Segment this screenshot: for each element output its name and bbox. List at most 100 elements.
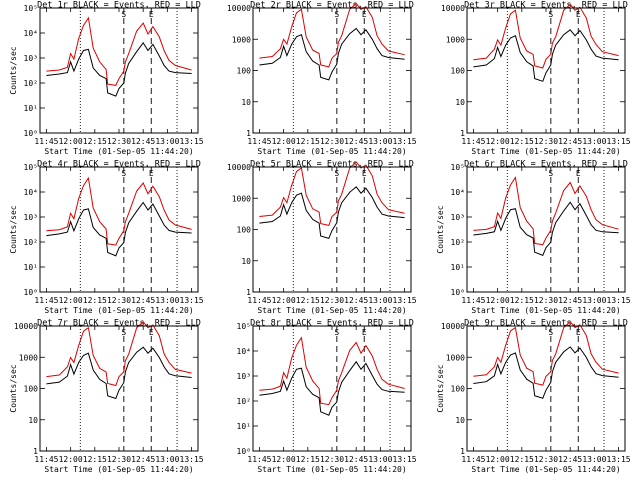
x-tick-label: 11:45: [34, 137, 58, 146]
x-tick-label: 12:00: [272, 455, 296, 464]
y-tick-label: 10: [28, 416, 38, 425]
x-tick-label: 13:00: [155, 296, 179, 305]
x-axis-label: Start Time (01-Sep-05 11:44:20): [44, 306, 193, 315]
x-tick-label: 11:45: [247, 137, 271, 146]
y-tick-label: 10⁴: [451, 188, 465, 197]
x-axis-label: Start Time (01-Sep-05 11:44:20): [471, 465, 620, 474]
y-tick-label: 10²: [24, 79, 38, 88]
series-lld: [473, 3, 619, 69]
y-tick-label: 1000: [446, 35, 465, 44]
x-axis-label: Start Time (01-Sep-05 11:44:20): [44, 147, 193, 156]
marker-e: E: [149, 169, 154, 178]
y-tick-label: 10²: [24, 238, 38, 247]
y-tick-label: 1: [460, 129, 465, 138]
series-events: [473, 201, 619, 257]
y-tick-label: 1: [460, 447, 465, 456]
marker-s: S: [121, 10, 126, 19]
x-tick-label: 11:45: [247, 296, 271, 305]
x-tick-label: 12:45: [558, 296, 582, 305]
series-events: [46, 201, 192, 257]
x-tick-label: 12:45: [131, 455, 155, 464]
y-tick-label: 10⁰: [24, 129, 38, 138]
x-tick-label: 13:00: [582, 455, 606, 464]
plot-frame: [39, 7, 199, 134]
x-tick-label: 12:30: [320, 137, 344, 146]
plot-frame: [252, 325, 412, 452]
series-events: [46, 346, 192, 400]
y-tick-label: 10000: [441, 322, 465, 331]
x-tick-label: 12:00: [272, 296, 296, 305]
y-tick-label: 10000: [227, 163, 251, 172]
marker-e: E: [362, 328, 367, 337]
marker-s: S: [121, 328, 126, 337]
x-tick-label: 12:15: [296, 137, 320, 146]
x-tick-label: 12:30: [534, 137, 558, 146]
y-tick-label: 10: [241, 98, 251, 107]
x-tick-label: 12:30: [534, 296, 558, 305]
y-tick-label: 1: [246, 288, 251, 297]
x-tick-label: 12:30: [534, 455, 558, 464]
y-tick-label: 10: [455, 416, 465, 425]
y-tick-label: 10¹: [451, 263, 465, 272]
x-tick-label: 12:15: [510, 455, 534, 464]
x-tick-label: 12:15: [83, 455, 107, 464]
x-tick-label: 11:45: [461, 296, 485, 305]
y-tick-label: 10²: [451, 238, 465, 247]
y-axis-label: Counts/sec: [9, 205, 18, 253]
series-events: [259, 27, 405, 81]
series-events: [473, 29, 619, 82]
panel-title: Det 5r BLACK = Events, RED = LLD: [250, 160, 414, 170]
y-tick-label: 10²: [237, 397, 251, 406]
y-tick-label: 10³: [24, 213, 38, 222]
y-tick-label: 10¹: [24, 263, 38, 272]
y-axis-label: Counts/sec: [9, 46, 18, 94]
y-tick-label: 10000: [441, 4, 465, 13]
series-events: [259, 360, 405, 416]
x-tick-label: 13:00: [368, 137, 392, 146]
marker-e: E: [362, 169, 367, 178]
y-tick-label: 10⁰: [24, 288, 38, 297]
series-events: [259, 186, 405, 240]
y-tick-label: 100: [237, 226, 252, 235]
marker-s: S: [334, 10, 339, 19]
x-tick-label: 13:00: [582, 296, 606, 305]
x-tick-label: 12:30: [107, 455, 131, 464]
y-tick-label: 10³: [237, 372, 251, 381]
marker-s: S: [548, 328, 553, 337]
x-tick-label: 11:45: [461, 455, 485, 464]
y-tick-label: 1: [246, 129, 251, 138]
x-tick-label: 13:00: [368, 296, 392, 305]
y-tick-label: 10⁴: [24, 188, 38, 197]
x-tick-label: 11:45: [34, 455, 58, 464]
y-tick-label: 1000: [19, 353, 38, 362]
y-tick-label: 10: [241, 257, 251, 266]
x-tick-label: 11:45: [247, 455, 271, 464]
x-tick-label: 12:00: [59, 455, 83, 464]
marker-e: E: [149, 10, 154, 19]
plot-frame: [39, 166, 199, 293]
x-axis-label: Start Time (01-Sep-05 11:44:20): [257, 147, 406, 156]
x-axis-label: Start Time (01-Sep-05 11:44:20): [44, 465, 193, 474]
x-tick-label: 12:00: [486, 296, 510, 305]
x-axis-label: Start Time (01-Sep-05 11:44:20): [471, 306, 620, 315]
x-tick-label: 13:00: [368, 455, 392, 464]
x-tick-label: 13:15: [607, 296, 631, 305]
panel-title: Det 9r BLACK = Events, RED = LLD: [464, 319, 628, 329]
x-tick-label: 12:00: [486, 137, 510, 146]
y-tick-label: 10⁵: [24, 4, 38, 13]
y-tick-label: 100: [237, 67, 252, 76]
y-tick-label: 10⁵: [237, 322, 251, 331]
y-tick-label: 100: [451, 385, 466, 394]
series-events: [473, 346, 619, 399]
x-axis-label: Start Time (01-Sep-05 11:44:20): [471, 147, 620, 156]
series-lld: [259, 2, 405, 68]
marker-e: E: [149, 328, 154, 337]
y-tick-label: 10³: [451, 213, 465, 222]
plot-frame: [466, 7, 626, 134]
